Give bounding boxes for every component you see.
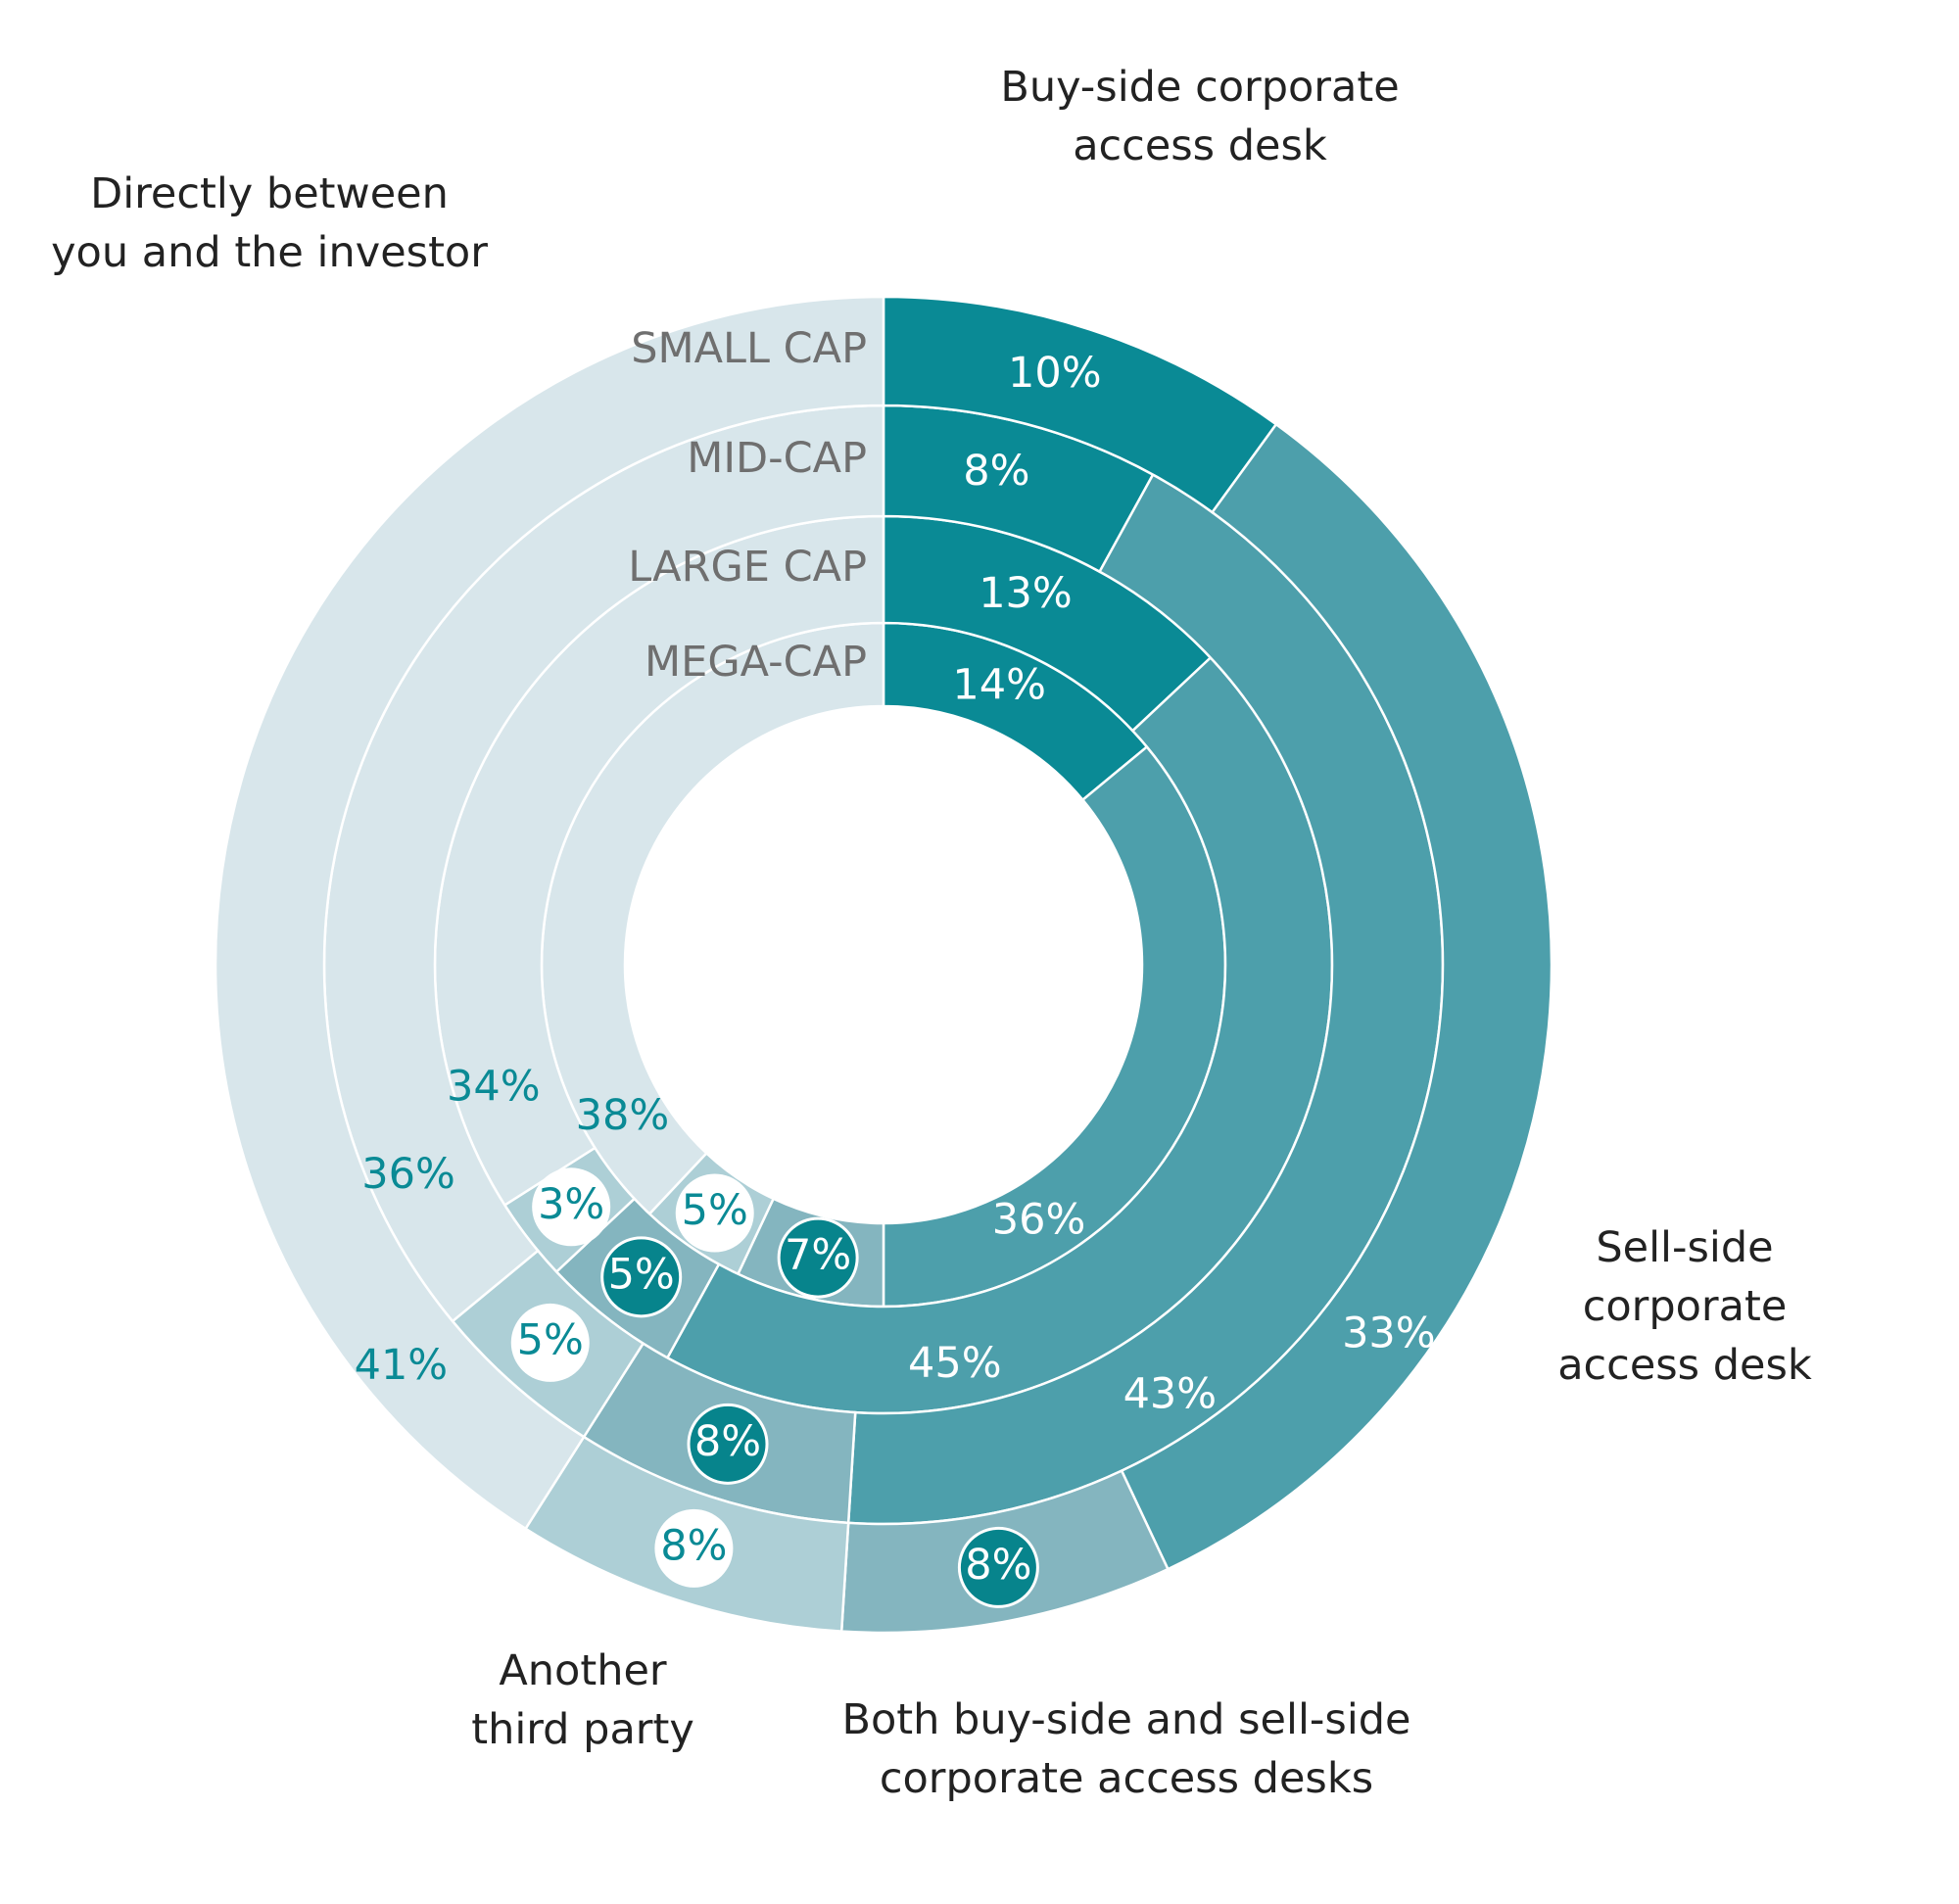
value-label-large-cap-direct: 34% (447, 1063, 541, 1112)
category-label-third-party: Another third party (471, 1646, 694, 1754)
category-label-buy-side: Buy-side corporate access desk (1000, 63, 1399, 170)
category-label-line: Buy-side corporate (1000, 63, 1399, 112)
category-label-sell-side: Sell-side corporate access desk (1557, 1223, 1812, 1390)
badge-mid-cap-both-desks (687, 1403, 769, 1485)
category-label-both-desks: Both buy-side and sell-side corporate acc… (841, 1695, 1410, 1803)
value-label-mega-cap-third-party: 5% (682, 1186, 748, 1235)
value-label-small-cap-both-desks: 8% (965, 1541, 1031, 1590)
category-label-line: corporate (1583, 1282, 1788, 1331)
value-label-mega-cap-sell-side: 36% (992, 1195, 1086, 1244)
badge-small-cap-third-party (654, 1508, 734, 1588)
badge-large-cap-both-desks (600, 1236, 683, 1318)
slice-small-cap-sell-side (1120, 422, 1553, 1571)
value-label-mid-cap-buy-side: 8% (963, 447, 1029, 496)
badge-mega-cap-third-party (675, 1173, 754, 1253)
badge-mega-cap-both-desks (777, 1216, 859, 1299)
category-label-line: Another (499, 1646, 667, 1695)
value-label-small-cap-third-party: 8% (660, 1521, 727, 1570)
value-label-mid-cap-both-desks: 8% (694, 1417, 761, 1466)
badge-mid-cap-third-party (510, 1303, 590, 1382)
category-label-line: Directly between (90, 169, 449, 218)
slices (214, 295, 1553, 1635)
ring-label-mega-cap: MEGA-CAP (645, 638, 867, 687)
value-label-mid-cap-sell-side: 43% (1123, 1369, 1218, 1418)
category-label-direct: Directly between you and the investor (51, 169, 488, 277)
slice-small-cap-direct (214, 295, 885, 1531)
badge-large-cap-third-party (532, 1167, 611, 1247)
value-label-small-cap-sell-side: 33% (1342, 1309, 1436, 1357)
value-label-large-cap-sell-side: 45% (908, 1339, 1002, 1388)
value-label-mega-cap-direct: 38% (576, 1091, 670, 1140)
ring-label-large-cap: LARGE CAP (628, 543, 867, 592)
value-label-large-cap-buy-side: 13% (979, 569, 1073, 618)
value-label-mid-cap-third-party: 5% (517, 1315, 584, 1364)
value-label-large-cap-third-party: 3% (538, 1180, 604, 1229)
ring-label-mid-cap: MID-CAP (687, 434, 867, 483)
category-label-line: access desk (1557, 1341, 1812, 1390)
category-label-line: Sell-side (1596, 1223, 1773, 1272)
category-label-line: Both buy-side and sell-side (841, 1695, 1410, 1744)
category-label-line: corporate access desks (880, 1754, 1373, 1803)
category-label-line: you and the investor (51, 228, 488, 277)
value-label-mega-cap-buy-side: 14% (952, 661, 1046, 710)
value-labels: 14%36%7%5%38%13%45%5%3%34%8%43%8%5%36%10… (355, 349, 1436, 1608)
badge-small-cap-both-desks (957, 1526, 1039, 1608)
ring-label-small-cap: SMALL CAP (631, 324, 867, 373)
category-label-line: access desk (1073, 121, 1327, 170)
value-label-large-cap-both-desks: 5% (608, 1250, 675, 1299)
category-label-line: third party (471, 1705, 694, 1754)
value-label-small-cap-buy-side: 10% (1008, 349, 1102, 398)
value-label-mid-cap-direct: 36% (361, 1150, 455, 1199)
value-label-small-cap-direct: 41% (355, 1341, 449, 1390)
value-label-mega-cap-both-desks: 7% (785, 1231, 851, 1280)
